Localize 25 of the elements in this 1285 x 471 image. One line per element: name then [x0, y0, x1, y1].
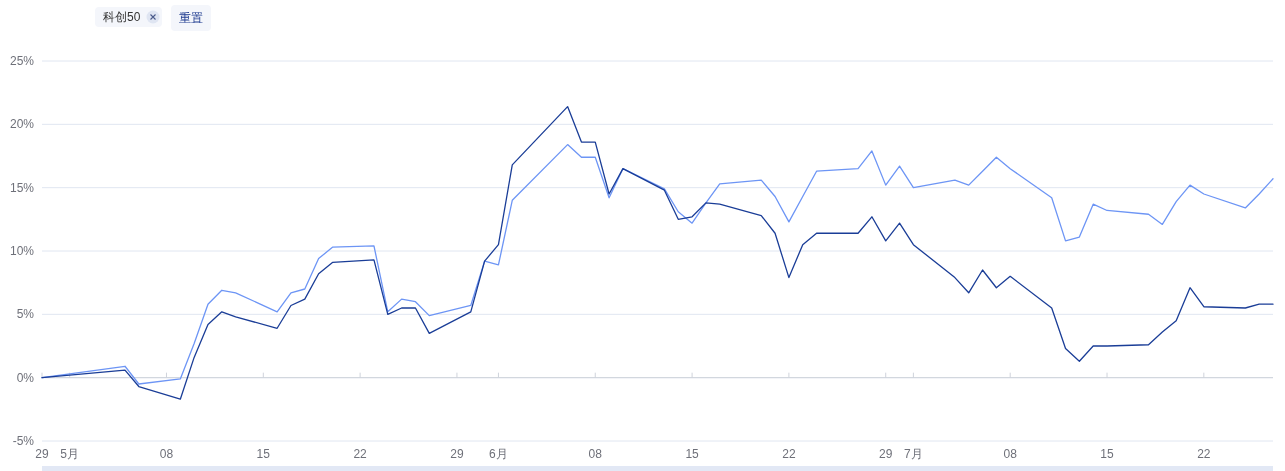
x-tick-label: 6月 — [489, 447, 508, 461]
x-tick-label: 22 — [782, 447, 796, 461]
text: 重置 — [179, 11, 203, 25]
line-series — [41, 105, 1274, 400]
x-tick-label: 22 — [353, 447, 368, 461]
y-tick-label: 10% — [9, 244, 35, 258]
x-tick-label: 08 — [588, 447, 603, 461]
y-tick-label: 0% — [16, 370, 35, 385]
x-tick-label: 08 — [159, 447, 174, 461]
y-tick-label: 5% — [16, 307, 35, 322]
x-tick-label: 08 — [1003, 447, 1018, 461]
y-tick-label: 20% — [9, 117, 35, 132]
x-tick-label: 29 — [35, 447, 49, 461]
x-tick-label: 22 — [1197, 447, 1211, 461]
x-tick-label: 15 — [1100, 447, 1115, 461]
y-tick-label: 25% — [9, 54, 35, 68]
x-tick-label: 29 — [879, 447, 893, 461]
x-tick-label: 29 — [450, 447, 464, 461]
y-tick-label: -5% — [12, 434, 35, 448]
text: 科创50 — [103, 10, 141, 24]
x-tick-label: 15 — [256, 447, 271, 461]
x-tick-label: 5月 — [60, 447, 80, 461]
x-tick-label: 15 — [685, 447, 700, 461]
y-tick-label: 15% — [9, 180, 35, 195]
x-tick-label: 7月 — [904, 447, 923, 461]
